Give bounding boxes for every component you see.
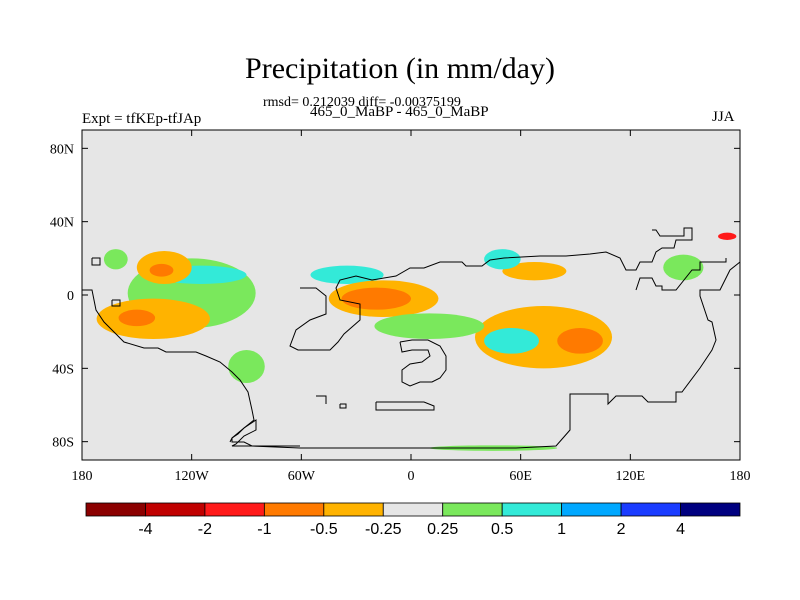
chart-title: Precipitation (in mm/day) <box>245 52 555 85</box>
colorbar-label: -2 <box>198 521 212 538</box>
coastline-africa-south <box>399 339 447 387</box>
y-tick-label: 0 <box>67 289 74 304</box>
colorbar-swatch <box>145 502 206 517</box>
coastline-africa-west <box>289 227 693 351</box>
precip-region-9 <box>341 287 411 310</box>
colorbar-swatch <box>263 502 325 517</box>
precip-region-17 <box>718 232 737 240</box>
y-tick-label: 80N <box>50 142 74 157</box>
colorbar-label: -1 <box>257 521 271 538</box>
colorbar-swatch <box>382 502 444 517</box>
experiment-label: Expt = tfKEp-tfJAp <box>82 111 202 127</box>
x-tick-label: 180 <box>72 469 93 484</box>
coastline-antarctic-peninsula <box>375 401 435 411</box>
precip-region-15 <box>484 328 539 354</box>
precip-region-14 <box>374 313 485 339</box>
precip-region-12 <box>502 262 567 281</box>
colorbar-swatch <box>680 502 741 517</box>
colorbar-label: -4 <box>138 521 152 538</box>
y-tick-label: 40N <box>50 216 74 231</box>
coastline-antarctica <box>229 419 300 447</box>
coastlines <box>82 227 740 449</box>
colorbar-label: -0.5 <box>310 521 338 538</box>
coastline-eurasia-east <box>635 258 727 291</box>
chart-subtitle: 465_0_MaBP - 465_0_MaBP <box>310 104 489 120</box>
axis-labels: 180 120W 60W 0 60E 120E 180 80N 40N 0 40S 80S <box>50 142 751 484</box>
precip-region-5 <box>149 263 174 277</box>
colorbar-swatch <box>501 502 563 517</box>
y-tick-label: 80S <box>52 436 74 451</box>
x-tick-label: 120W <box>175 469 210 484</box>
precip-region-3 <box>310 265 384 285</box>
colorbar: -4 -2 -1 -0.5 -0.25 0.25 0.5 1 2 4 <box>85 502 741 538</box>
colorbar-swatch <box>204 502 265 517</box>
colorbar-label: 0.5 <box>491 521 513 538</box>
stats-line: rmsd= 0.212039 diff= -0.00375199 <box>263 95 461 110</box>
colorbar-label: 2 <box>617 521 626 538</box>
colorbar-label: 4 <box>676 521 685 538</box>
precip-region-0 <box>103 249 128 270</box>
season-label: JJA <box>712 109 735 125</box>
x-tick-label: 0 <box>408 469 415 484</box>
precip-region-16 <box>663 254 704 281</box>
coastline-south-america <box>82 261 740 449</box>
colorbar-label: -0.25 <box>365 521 402 538</box>
colorbar-swatch <box>85 502 146 517</box>
precip-region-13 <box>484 249 521 270</box>
axis-ticks <box>81 130 741 460</box>
colorbar-swatch <box>442 502 503 517</box>
colorbar-label: 1 <box>557 521 566 538</box>
colorbar-swatch <box>323 502 384 517</box>
precip-region-18 <box>228 350 265 383</box>
colorbar-swatch <box>561 502 622 517</box>
y-tick-label: 40S <box>52 362 74 377</box>
coastline-islands-mid <box>111 299 121 307</box>
coastline-pacific-islands <box>91 257 101 266</box>
coastline-southern-tip <box>316 395 327 404</box>
x-tick-label: 120E <box>616 469 646 484</box>
colorbar-label: 0.25 <box>427 521 458 538</box>
x-tick-label: 180 <box>730 469 751 484</box>
x-tick-label: 60E <box>509 469 532 484</box>
x-tick-label: 60W <box>288 469 316 484</box>
precip-region-7 <box>118 309 156 327</box>
coastline-islands-south <box>339 403 347 409</box>
precip-region-11 <box>557 328 603 354</box>
colorbar-swatch <box>620 502 681 517</box>
